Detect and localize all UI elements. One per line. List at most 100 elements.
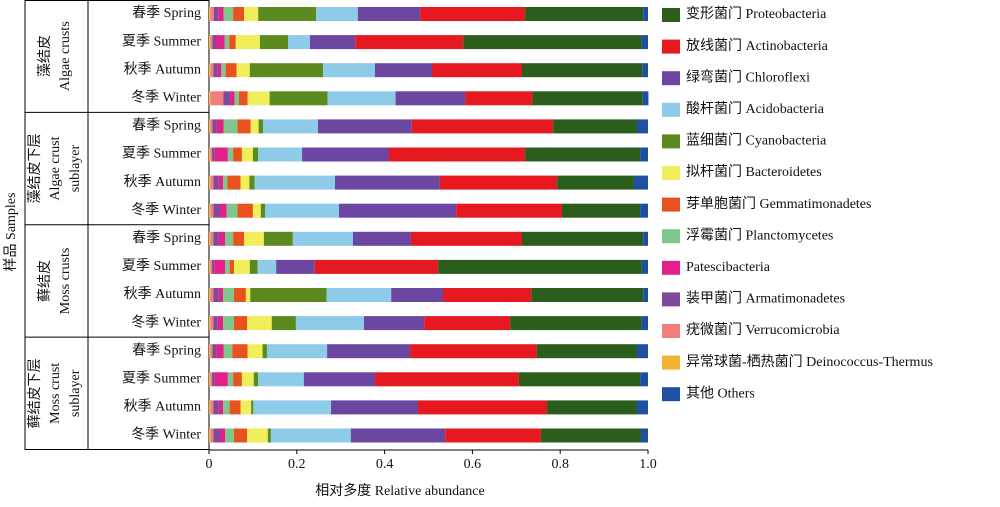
legend-swatch xyxy=(662,8,680,22)
bar-segment xyxy=(258,119,263,134)
bar-segment xyxy=(213,400,219,415)
bar-segment xyxy=(235,35,260,50)
y-tick-label: 冬季 Winter xyxy=(131,314,201,330)
legend-label: 变形菌门 Proteobacteria xyxy=(686,6,827,22)
bar-segment xyxy=(439,175,558,190)
bar-segment xyxy=(209,372,211,387)
bar-segment xyxy=(531,288,644,302)
bar-segment xyxy=(233,7,245,21)
legend-swatch xyxy=(662,260,680,275)
legend-label: 蓝细菌门 Cyanobacteria xyxy=(686,133,827,149)
bar-segment xyxy=(314,259,439,274)
bar-segment xyxy=(209,175,211,190)
bar-segment xyxy=(327,344,411,359)
bar-segment xyxy=(271,316,296,331)
bar-segment xyxy=(213,288,219,302)
bar-segment xyxy=(212,119,217,134)
bar-segment xyxy=(338,203,457,218)
y-tick-label: 冬季 Winter xyxy=(131,202,201,218)
bar-segment xyxy=(417,400,548,415)
legend-swatch xyxy=(662,355,680,370)
y-tick-label: 春季 Spring xyxy=(132,118,201,134)
bar-segment xyxy=(258,372,304,387)
bar-segment xyxy=(223,400,230,415)
legend-swatch xyxy=(662,387,680,402)
bar-segment xyxy=(233,372,242,387)
bar-segment xyxy=(331,400,418,415)
legend-label: 芽单胞菌门 Gemmatimonadetes xyxy=(686,196,871,212)
bar-segment xyxy=(213,63,218,78)
x-axis-label: 相对多度 Relative abundance xyxy=(315,482,485,499)
bar-segment xyxy=(395,91,466,106)
legend-label: 装甲菌门 Armatimonadetes xyxy=(686,291,845,307)
bar-segment xyxy=(236,63,250,78)
bar-segment xyxy=(518,372,641,387)
bar-segment xyxy=(456,203,562,218)
bar-segment xyxy=(234,288,246,302)
bar-segment xyxy=(216,35,225,50)
legend-label: 绿弯菌门 Chloroflexi xyxy=(686,68,810,85)
bar-segment xyxy=(244,7,259,21)
bar-segment xyxy=(221,63,226,78)
bar-segment xyxy=(232,344,248,359)
bar-segment xyxy=(210,203,214,218)
bar-segment xyxy=(229,259,235,274)
bar-segment xyxy=(334,175,440,190)
bar-segment xyxy=(643,231,648,246)
group-label: Algae crusts xyxy=(58,21,73,91)
bar-segment xyxy=(212,259,215,274)
bar-segment xyxy=(247,91,270,106)
bar-segment xyxy=(250,288,327,302)
y-tick-label: 冬季 Winter xyxy=(131,427,201,443)
bar-segment xyxy=(637,344,648,359)
bar-segment xyxy=(309,35,356,50)
bar-segment xyxy=(525,147,641,162)
bar-segment xyxy=(219,203,227,218)
bar-segment xyxy=(223,119,238,134)
bar-segment xyxy=(561,203,641,218)
legend-swatch xyxy=(662,39,680,54)
bar-segment xyxy=(641,259,648,274)
bar-segment xyxy=(216,344,224,359)
bar-segment xyxy=(640,147,648,162)
bar-segment xyxy=(270,428,351,443)
bar-segment xyxy=(557,175,634,190)
bar-segment xyxy=(234,259,250,274)
bar-segment xyxy=(210,288,214,302)
bar-segment xyxy=(234,91,239,106)
bar-segment xyxy=(233,231,245,246)
legend-swatch xyxy=(662,71,680,86)
bar-segment xyxy=(218,288,224,302)
bar-segment xyxy=(269,91,328,106)
y-tick-label: 秋季 Autumn xyxy=(124,174,201,190)
x-tick-label: 0.6 xyxy=(464,457,482,472)
bar-segment xyxy=(209,91,211,106)
bar-segment xyxy=(303,372,375,387)
bar-segment xyxy=(257,259,277,274)
x-tick-label: 0 xyxy=(206,457,213,472)
bar-segment xyxy=(213,316,218,331)
bar-segment xyxy=(445,428,541,443)
legend-swatch xyxy=(662,166,680,180)
bar-segment xyxy=(223,7,234,21)
bar-segment xyxy=(217,316,224,331)
bar-segment xyxy=(642,63,648,78)
bar-segment xyxy=(640,372,648,387)
bar-segment xyxy=(249,63,324,78)
legend-swatch xyxy=(662,229,680,244)
bar-segment xyxy=(465,91,533,106)
bar-segment xyxy=(432,63,523,78)
bar-segment xyxy=(374,372,519,387)
bar-segment xyxy=(229,35,236,50)
bar-segment xyxy=(212,372,215,387)
bar-segment xyxy=(212,35,217,50)
bar-segment xyxy=(210,35,213,50)
group-label: sublayer xyxy=(68,145,83,193)
bar-segment xyxy=(247,344,263,359)
bar-segment xyxy=(238,91,248,106)
bar-segment xyxy=(438,259,642,274)
bar-segment xyxy=(316,7,358,21)
group-label: Algae crust xyxy=(48,136,63,200)
y-tick-label: 春季 Spring xyxy=(132,342,201,358)
